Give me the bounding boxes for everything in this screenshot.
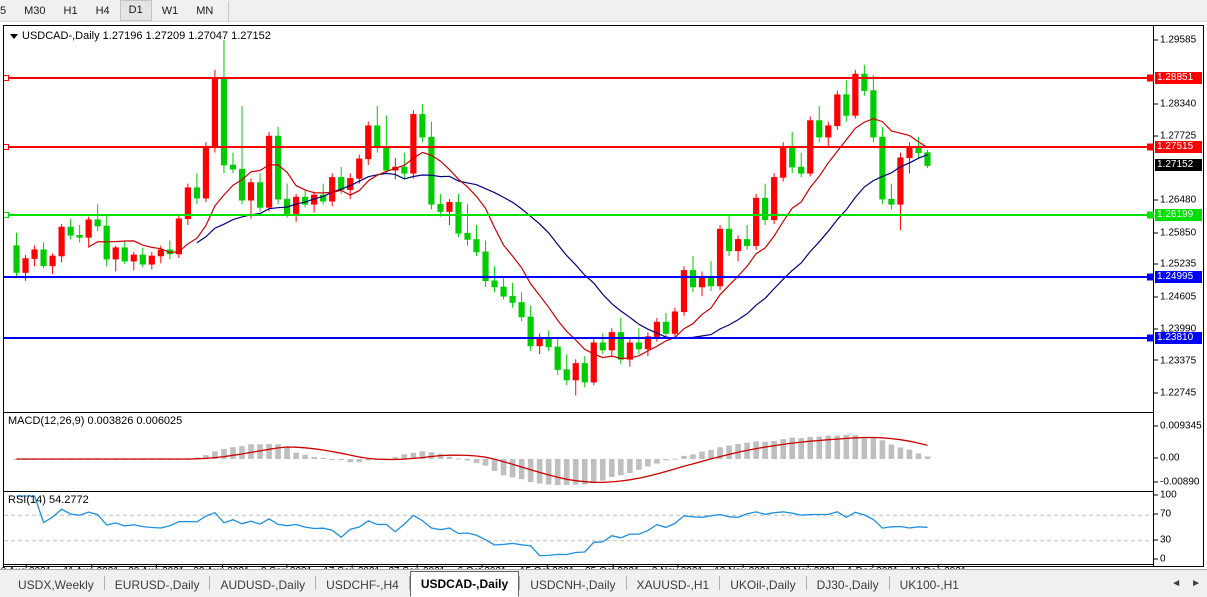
rsi-tick-label: 30 <box>1160 534 1172 546</box>
price-marker-resistance[interactable] <box>1147 74 1154 82</box>
macd-svg <box>13 435 931 485</box>
symbol-tab-bar: USDX,Weekly EURUSD-,Daily AUDUSD-,Daily USD… <box>0 569 1207 597</box>
rsi-tick-label: 100 <box>1160 489 1177 501</box>
collapse-caret-icon[interactable] <box>10 33 18 39</box>
macd-tick: -0.00890 <box>1154 477 1203 488</box>
price-tick-label: 1.29585 <box>1160 34 1197 46</box>
price-tick-label: 1.27725 <box>1160 130 1197 142</box>
price-tick: 1.29585 <box>1154 34 1203 45</box>
price-marker-support[interactable] <box>1147 334 1154 342</box>
toolbar-divider <box>228 0 230 21</box>
price-tick: 1.25850 <box>1154 227 1203 238</box>
symbol-tab-ukoil--daily[interactable]: UKOil-,Daily <box>730 578 796 592</box>
timeframe-h4[interactable]: H4 <box>95 4 110 17</box>
macd-tick-label: -0.00890 <box>1160 476 1200 488</box>
price-label-resistance[interactable]: 1.27515 <box>1155 140 1202 153</box>
symbol-tab-xauusd--h1[interactable]: XAUUSD-,H1 <box>636 578 710 592</box>
price-candles-svg <box>13 39 931 396</box>
price-tick: 1.23990 <box>1154 323 1203 334</box>
price-tick-label: 1.23990 <box>1160 323 1197 335</box>
timeframe-toolbar: 5 M30 H1 H4 D1 W1 MN <box>0 0 1207 22</box>
chart-title: USDCAD-,Daily 1.27196 1.27209 1.27047 1.… <box>10 30 271 42</box>
rsi-tick: 0 <box>1154 554 1203 565</box>
symbol-tab-list: USDX,Weekly EURUSD-,Daily AUDUSD-,Daily USD… <box>0 569 1171 597</box>
timeframe-w1[interactable]: W1 <box>161 4 179 17</box>
tab-divider <box>719 576 721 590</box>
tab-divider <box>315 576 317 590</box>
rsi-tick: 70 <box>1154 509 1203 520</box>
rsi-tick-label: 70 <box>1160 508 1172 520</box>
symbol-tab-usdchf--h4[interactable]: USDCHF-,H4 <box>326 578 399 592</box>
price-tick: 1.28340 <box>1154 99 1203 110</box>
symbol-tab-usdx-weekly[interactable]: USDX,Weekly <box>18 578 94 592</box>
chart-title-text: USDCAD-,Daily 1.27196 1.27209 1.27047 1.… <box>22 30 271 42</box>
price-tick-label: 1.23375 <box>1160 355 1197 367</box>
price-label-resistance[interactable]: 1.28851 <box>1155 71 1202 84</box>
tab-divider <box>408 576 410 590</box>
rsi-tick: 30 <box>1154 534 1203 545</box>
tab-divider <box>888 576 890 590</box>
timeframe-5[interactable]: 5 <box>0 4 7 17</box>
symbol-tab-dj30--daily[interactable]: DJ30-,Daily <box>816 578 879 592</box>
price-marker-resistance[interactable] <box>1147 143 1154 151</box>
price-tick: 1.26480 <box>1154 195 1203 206</box>
price-label-pivot[interactable]: 1.26199 <box>1155 208 1202 221</box>
symbol-tab-eurusd--daily[interactable]: EURUSD-,Daily <box>114 578 200 592</box>
tab-divider <box>805 576 807 590</box>
rsi-svg <box>4 495 1153 557</box>
price-tick-label: 1.25850 <box>1160 227 1197 239</box>
price-tick-label: 1.28340 <box>1160 98 1197 110</box>
price-tick-label: 1.26480 <box>1160 194 1197 206</box>
macd-tick-label: 0.009345 <box>1160 420 1202 432</box>
level-handle[interactable] <box>4 211 9 218</box>
level-line-1.23810[interactable] <box>4 337 1153 340</box>
scroll-right-icon[interactable]: ► <box>1191 577 1201 589</box>
tab-divider <box>625 576 627 590</box>
price-marker-support[interactable] <box>1147 273 1154 281</box>
price-tick-label: 1.24605 <box>1160 291 1197 303</box>
macd-title: MACD(12,26,9) 0.003826 0.006025 <box>8 415 183 427</box>
macd-tick-label: 0.00 <box>1160 452 1180 464</box>
price-marker-pivot[interactable] <box>1147 211 1154 219</box>
tab-divider <box>103 576 105 590</box>
price-tick: 1.25235 <box>1154 259 1203 270</box>
rsi-tick-label: 0 <box>1160 553 1166 565</box>
tab-scroll-controls[interactable]: ◄ ► <box>1171 569 1207 597</box>
price-pane[interactable]: USDCAD-,Daily 1.27196 1.27209 1.27047 1.… <box>4 26 1153 411</box>
symbol-tab-usdcad--daily[interactable]: USDCAD-,Daily <box>409 571 520 597</box>
timeframe-mn[interactable]: MN <box>196 4 214 17</box>
symbol-tab-uk100--h1[interactable]: UK100-,H1 <box>899 578 959 592</box>
rsi-tick: 100 <box>1154 490 1203 501</box>
level-handle[interactable] <box>4 143 9 150</box>
chart-frame: USDCAD-,Daily 1.27196 1.27209 1.27047 1.… <box>1 25 1204 577</box>
price-tick: 1.27725 <box>1154 130 1203 141</box>
macd-tick: 0.00 <box>1154 453 1203 464</box>
symbol-tab-usdcnh--daily[interactable]: USDCNH-,Daily <box>530 578 616 592</box>
level-handle[interactable] <box>4 74 9 81</box>
price-axis[interactable]: 1.29585 1.28340 1.27725 1.26480 1.25850 1.252… <box>1147 26 1203 566</box>
scroll-left-icon[interactable]: ◄ <box>1171 577 1182 589</box>
level-line-1.27515[interactable] <box>4 143 1153 150</box>
symbol-tab-audusd--daily[interactable]: AUDUSD-,Daily <box>220 578 306 592</box>
price-tick: 1.22745 <box>1154 388 1203 399</box>
level-line-1.26199[interactable] <box>4 211 1153 218</box>
price-label-support[interactable]: 1.24995 <box>1155 270 1202 283</box>
timeframe-d1[interactable]: D1 <box>119 0 152 21</box>
price-tick-label: 1.22745 <box>1160 387 1197 399</box>
tab-divider <box>209 576 211 590</box>
tab-divider <box>519 576 521 590</box>
price-tick: 1.23375 <box>1154 355 1203 366</box>
rsi-title: RSI(14) 54.2772 <box>8 494 89 506</box>
timeframe-m30[interactable]: M30 <box>24 4 46 17</box>
price-label-support[interactable]: 1.23810 <box>1155 332 1202 345</box>
price-tick: 1.24605 <box>1154 292 1203 303</box>
timeframe-h1[interactable]: H1 <box>63 4 78 17</box>
macd-tick: 0.009345 <box>1154 421 1203 432</box>
rsi-pane[interactable]: RSI(14) 54.2772 <box>4 491 1153 563</box>
level-line-1.24995[interactable] <box>4 275 1153 278</box>
macd-pane[interactable]: MACD(12,26,9) 0.003826 0.006025 <box>4 412 1153 490</box>
price-label-last[interactable]: 1.27152 <box>1155 159 1202 172</box>
level-line-1.28851[interactable] <box>4 74 1153 81</box>
price-tick-label: 1.25235 <box>1160 258 1197 270</box>
